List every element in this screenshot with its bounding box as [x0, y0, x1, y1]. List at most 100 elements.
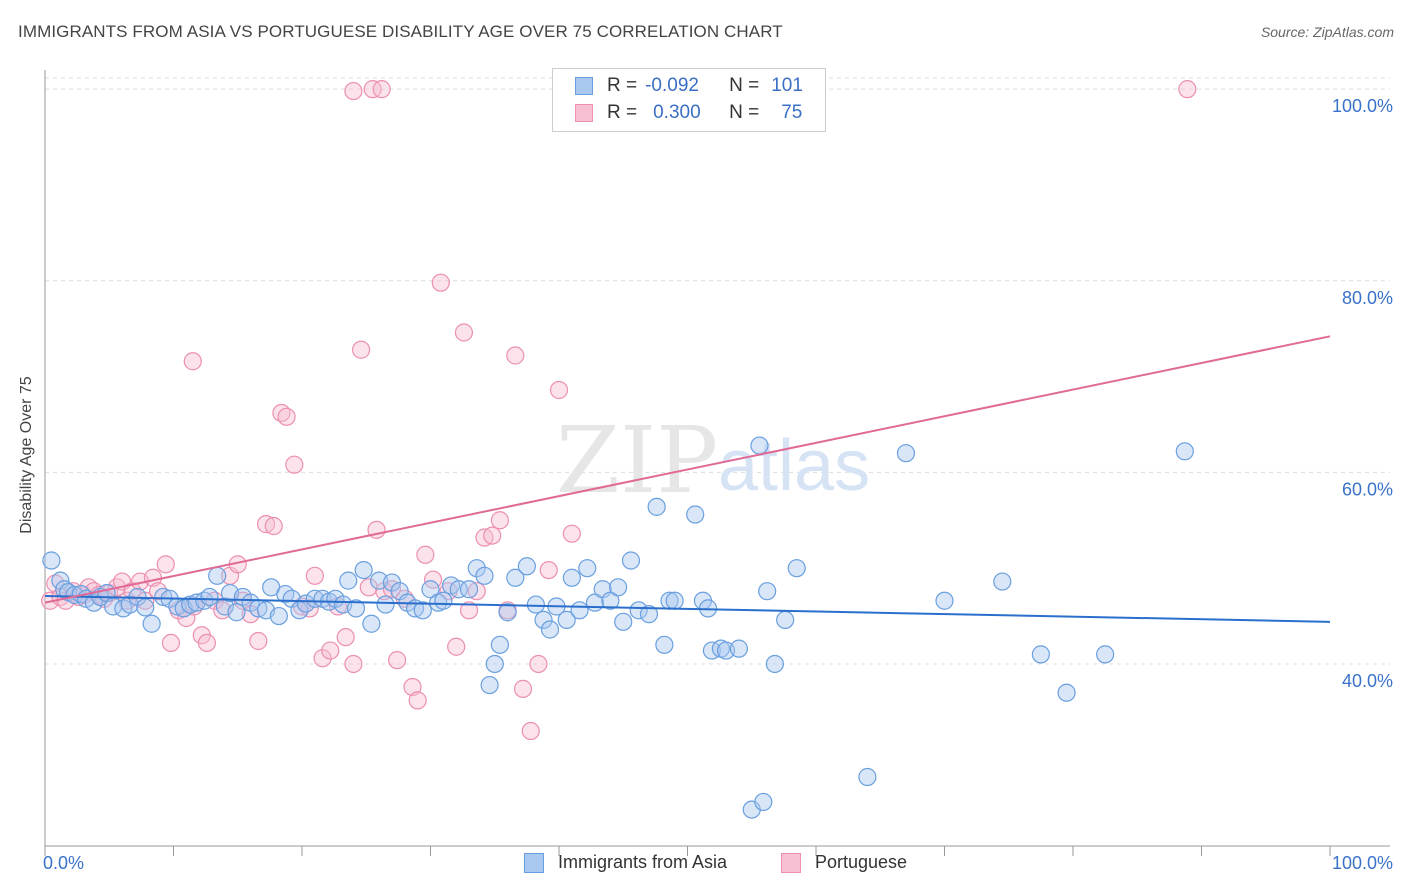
- asia-point: [665, 591, 684, 610]
- watermark-zip: ZIP: [556, 407, 718, 514]
- asia-point: [1096, 645, 1115, 664]
- portuguese-point: [506, 346, 525, 365]
- axes: [44, 70, 1390, 856]
- asia-point: [655, 635, 674, 654]
- portuguese-point: [344, 654, 363, 674]
- portuguese-point: [459, 601, 479, 620]
- portuguese-point: [183, 352, 202, 371]
- r-value: -0.092: [645, 75, 699, 96]
- asia-point: [858, 767, 877, 787]
- portuguese-point: [313, 649, 332, 668]
- asia-point: [227, 603, 246, 622]
- portuguese-point: [336, 628, 355, 647]
- asia-point: [181, 595, 200, 614]
- portuguese-point: [123, 582, 142, 601]
- y-tick-label: 100.0%: [1332, 96, 1393, 116]
- n-label: N =: [729, 75, 760, 96]
- portuguese-trend-line: [44, 335, 1331, 604]
- portuguese-point: [46, 574, 65, 593]
- asia-point: [490, 635, 509, 654]
- tick-labels: 40.0% 60.0% 80.0% 100.0% 0.0% 100.0%: [43, 96, 1393, 873]
- asia-point: [601, 591, 620, 610]
- asia-point: [517, 557, 536, 576]
- asia-point: [296, 594, 315, 613]
- asia-point: [459, 580, 479, 599]
- portuguese-point: [285, 455, 304, 474]
- asia-point: [208, 566, 227, 585]
- asia-point: [200, 587, 219, 607]
- y-tick-label: 40.0%: [1342, 671, 1393, 691]
- legend-item-asia[interactable]: Immigrants from Asia: [524, 852, 727, 873]
- portuguese-swatch: [575, 104, 593, 122]
- portuguese-point: [321, 641, 340, 660]
- asia-point: [614, 612, 633, 631]
- asia-point: [449, 580, 468, 599]
- legend-label-portuguese: Portuguese: [815, 852, 908, 872]
- asia-point: [526, 595, 545, 614]
- asia-swatch: [575, 77, 593, 95]
- asia-point: [434, 591, 453, 610]
- portuguese-point: [403, 677, 422, 697]
- asia-point: [339, 571, 358, 590]
- x-tick-label: 0.0%: [43, 853, 84, 873]
- asia-point: [750, 436, 769, 455]
- asia-point: [578, 559, 597, 578]
- grid-lines: [45, 77, 1390, 665]
- portuguese-point: [197, 633, 217, 652]
- asia-point: [362, 614, 381, 633]
- portuguese-point: [539, 560, 558, 580]
- asia-point: [346, 599, 366, 618]
- portuguese-point: [387, 651, 407, 670]
- asia-point: [154, 587, 173, 607]
- asia-point: [305, 589, 324, 608]
- asia-point: [686, 505, 705, 524]
- asia-point: [1031, 645, 1050, 664]
- asia-point: [413, 601, 432, 620]
- chart-title: IMMIGRANTS FROM ASIA VS PORTUGUESE DISAB…: [18, 22, 783, 41]
- r-label: R =: [607, 102, 638, 123]
- asia-point: [540, 620, 560, 639]
- portuguese-point: [521, 721, 540, 741]
- asia-point: [621, 551, 641, 570]
- portuguese-point: [305, 566, 324, 585]
- series-legend: Immigrants from Asia Portuguese: [0, 852, 1406, 878]
- portuguese-point: [156, 555, 175, 574]
- legend-item-portuguese[interactable]: Portuguese: [781, 852, 907, 873]
- asia-point: [498, 603, 517, 622]
- asia-point: [142, 614, 161, 633]
- asia-point: [269, 606, 288, 626]
- correlation-legend: R = -0.092 N = 101 R = 0.300 N = 75: [552, 68, 826, 132]
- portuguese-point: [161, 633, 181, 652]
- legend-label-asia: Immigrants from Asia: [558, 852, 728, 872]
- asia-point: [1175, 442, 1194, 461]
- portuguese-point: [264, 516, 283, 536]
- n-value: 75: [781, 102, 803, 123]
- asia-point: [758, 582, 777, 601]
- legend-row-portuguese: R = 0.300 N = 75: [575, 101, 802, 125]
- asia-point: [787, 559, 806, 578]
- portuguese-point: [372, 80, 391, 99]
- x-tick-label: 100.0%: [1332, 853, 1393, 873]
- portuguese-point: [562, 524, 581, 543]
- asia-point: [562, 568, 581, 587]
- watermark: ZIP atlas: [556, 407, 870, 514]
- asia-point: [42, 551, 61, 570]
- portuguese-point: [344, 81, 363, 101]
- asia-point: [702, 641, 722, 660]
- asia-point: [729, 639, 749, 658]
- asia-point: [120, 595, 139, 614]
- portuguese-swatch: [781, 852, 801, 873]
- n-label: N =: [729, 102, 760, 123]
- asia-point: [534, 610, 553, 630]
- asia-point: [376, 595, 395, 614]
- portuguese-point: [490, 511, 509, 530]
- asia-point: [609, 578, 628, 597]
- asia-point: [480, 675, 499, 695]
- portuguese-point: [483, 526, 502, 545]
- portuguese-point: [277, 407, 296, 426]
- portuguese-point: [408, 691, 427, 710]
- asia-swatch: [524, 852, 544, 873]
- asia-point: [557, 610, 576, 630]
- asia-point: [136, 598, 155, 617]
- portuguese-point: [359, 578, 378, 597]
